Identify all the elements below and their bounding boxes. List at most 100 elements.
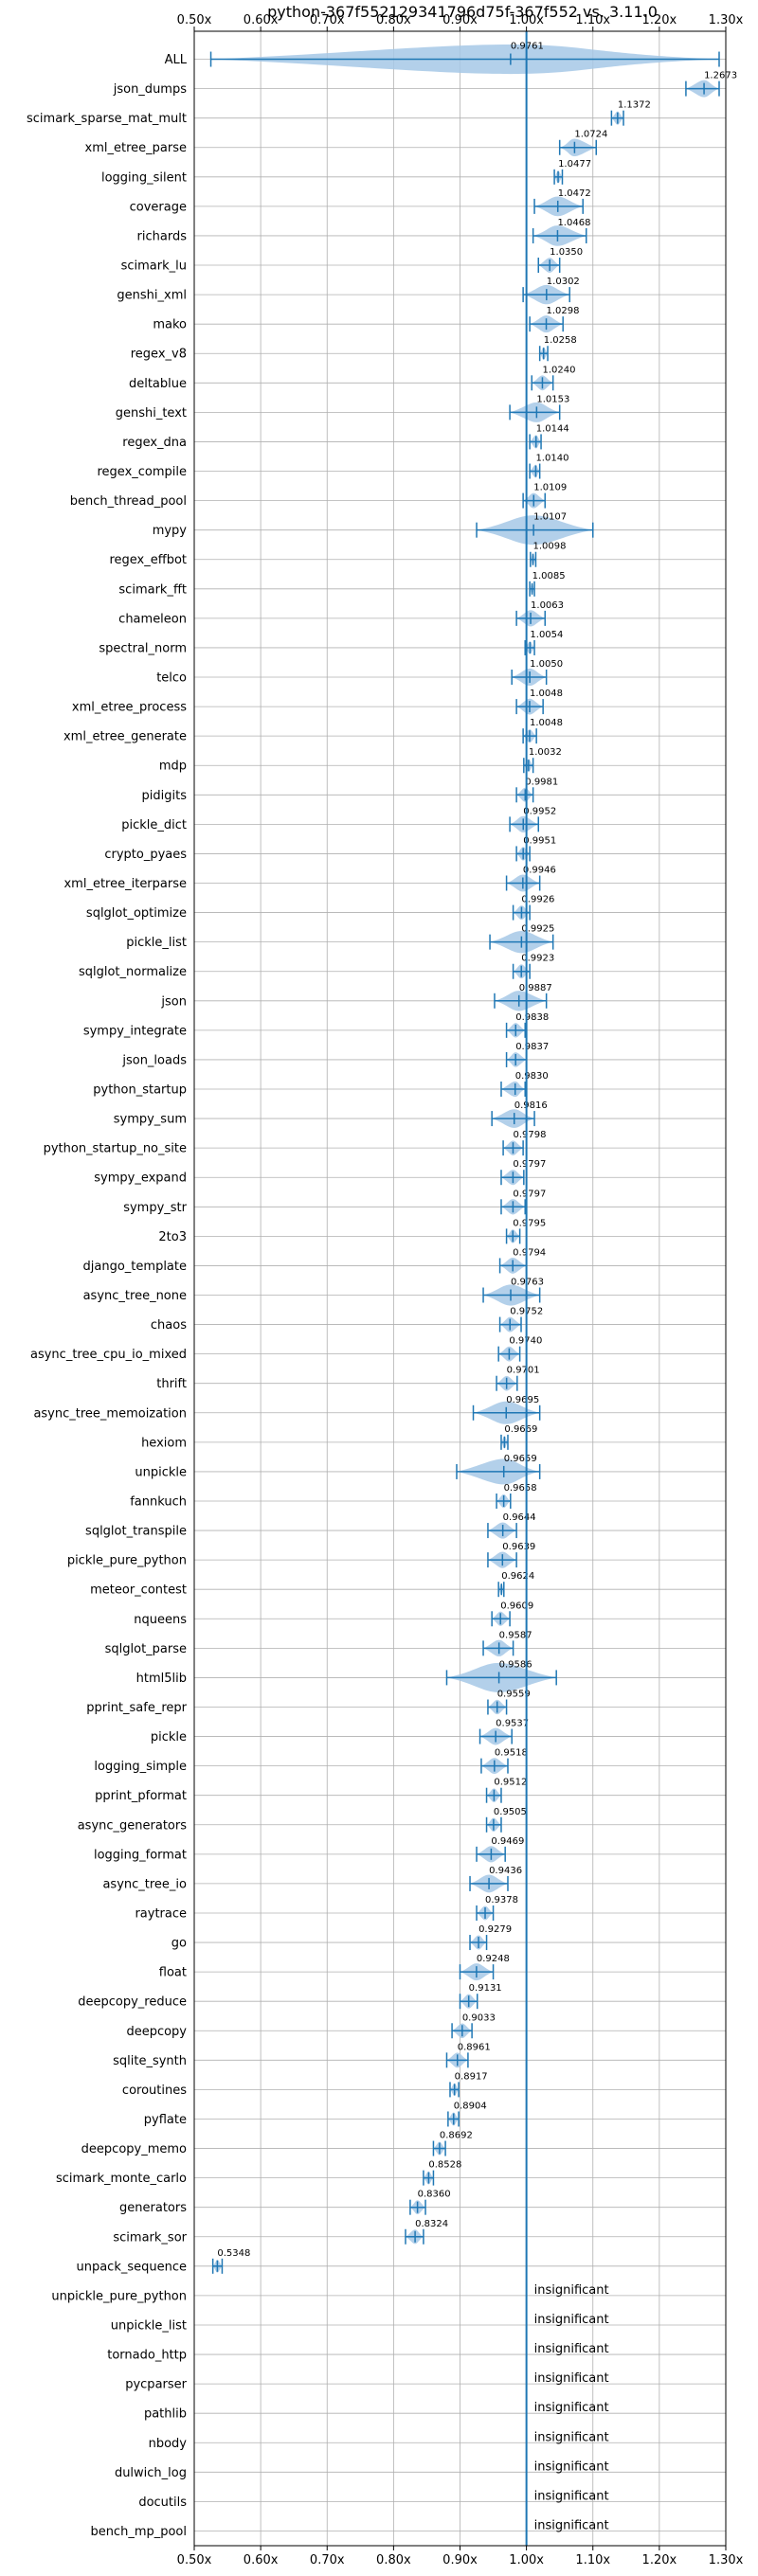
benchmark-row: docutils insignificant — [138, 2489, 608, 2510]
top-tick-label: 0.70x — [310, 13, 345, 27]
benchmark-row: unpickle_pure_python insignificant — [51, 2283, 608, 2304]
category-label: async_tree_io — [102, 1877, 187, 1891]
category-label: genshi_xml — [117, 289, 187, 303]
benchmark-row: python_startup_no_site 0.9798 — [44, 1130, 547, 1156]
category-label: coverage — [130, 200, 187, 214]
category-label: scimark_fft — [118, 582, 187, 597]
benchmark-row: go 0.9279 — [171, 1924, 512, 1951]
value-label: 0.9518 — [495, 1748, 528, 1759]
benchmark-row: deepcopy 0.9033 — [126, 2012, 495, 2039]
category-label: coroutines — [122, 2084, 187, 2098]
benchmark-row: bench_mp_pool insignificant — [90, 2518, 608, 2539]
value-label: 0.9695 — [506, 1395, 539, 1405]
benchmark-rows: ALL0.9761 json_dumps 1.2673 scimark_sparse_… — [27, 42, 737, 2539]
benchmark-row: async_tree_memoization 0.9695 — [33, 1395, 541, 1424]
category-label: scimark_lu — [121, 259, 187, 274]
benchmark-row: scimark_fft 1.0085 — [118, 571, 565, 598]
top-tick-label: 0.80x — [376, 13, 411, 27]
value-label: 0.9981 — [525, 777, 558, 787]
category-label: async_tree_memoization — [33, 1406, 187, 1421]
value-label: 1.0032 — [529, 747, 562, 758]
category-label: unpickle_list — [111, 2318, 187, 2333]
category-label: html5lib — [136, 1672, 187, 1686]
bottom-tick-label: 0.90x — [442, 2553, 478, 2567]
value-label: 0.9512 — [494, 1778, 527, 1788]
category-label: regex_effbot — [109, 553, 187, 567]
category-label: mypy — [153, 524, 188, 538]
value-label: 0.9926 — [521, 895, 554, 905]
category-label: xml_etree_process — [72, 701, 187, 715]
benchmark-row: xml_etree_iterparse 0.9946 — [63, 866, 556, 892]
benchmark-row: scimark_monte_carlo 0.8528 — [56, 2160, 461, 2187]
category-label: deepcopy_reduce — [78, 1995, 187, 2010]
benchmark-row: crypto_pyaes 0.9951 — [104, 835, 556, 862]
value-label: 1.0350 — [550, 247, 583, 258]
benchmark-row: sympy_str 0.9797 — [123, 1189, 546, 1215]
value-label: 0.8917 — [455, 2071, 488, 2082]
benchmark-row: scimark_sor 0.8324 — [113, 2219, 448, 2245]
value-label: 0.9436 — [489, 1866, 522, 1876]
benchmark-row: unpickle_list insignificant — [111, 2313, 609, 2334]
value-label: 0.9951 — [523, 835, 556, 846]
benchmark-row: richards 1.0468 — [137, 218, 590, 246]
value-label: 1.0477 — [558, 159, 591, 170]
category-label: unpickle — [135, 1465, 187, 1479]
benchmark-row: sympy_integrate 0.9838 — [83, 1012, 549, 1039]
benchmark-row: thrift 0.9701 — [156, 1366, 539, 1392]
value-label: 1.0144 — [536, 423, 569, 434]
value-label: 0.8324 — [415, 2219, 448, 2229]
value-label: 0.9816 — [514, 1100, 548, 1111]
value-label: 0.9925 — [521, 924, 554, 935]
value-label: 0.9248 — [477, 1954, 510, 1964]
value-label: 0.9798 — [513, 1130, 546, 1140]
category-label: pprint_safe_repr — [86, 1701, 187, 1715]
value-label: 0.9797 — [513, 1189, 546, 1199]
category-label: sympy_expand — [94, 1172, 187, 1186]
value-label: 0.9952 — [523, 806, 556, 816]
value-label: 0.9537 — [496, 1719, 529, 1729]
category-label: unpickle_pure_python — [51, 2289, 187, 2303]
category-label: mako — [153, 318, 187, 332]
bottom-tick-label: 0.60x — [244, 2553, 279, 2567]
benchmark-row: chaos0.9752 — [151, 1307, 543, 1333]
value-label: 0.8904 — [454, 2101, 487, 2111]
benchmark-row: pickle_pure_python 0.9639 — [67, 1542, 535, 1568]
benchmark-row: mdp 1.0032 — [159, 747, 562, 774]
benchmark-row: django_template 0.9794 — [83, 1247, 547, 1274]
benchmark-row: unpack_sequence 0.5348 — [76, 2248, 250, 2275]
category-label: xml_etree_parse — [85, 141, 187, 155]
value-label: 0.9131 — [469, 1983, 502, 1994]
top-tick-label: 1.10x — [575, 13, 610, 27]
category-label: scimark_sor — [113, 2230, 187, 2245]
chart-title: python-367f552129341796d75f-367f552 vs. … — [267, 3, 658, 21]
value-label: 0.9378 — [485, 1895, 518, 1905]
value-label: 1.0050 — [530, 659, 563, 670]
category-label: generators — [119, 2201, 187, 2215]
benchmark-row: deepcopy_memo 0.8692 — [81, 2131, 473, 2157]
category-label: python_startup — [93, 1083, 187, 1098]
category-label: hexiom — [141, 1436, 187, 1450]
benchmark-row: async_tree_cpu_io_mixed0.9740 — [30, 1336, 542, 1363]
benchmark-row: sqlglot_normalize 0.9923 — [79, 954, 554, 980]
category-label: pycparser — [125, 2378, 187, 2392]
value-label: 0.9795 — [513, 1218, 546, 1228]
value-label: 0.9505 — [494, 1807, 527, 1817]
benchmark-row: nqueens 0.9609 — [134, 1601, 533, 1627]
benchmark-row: regex_dna 1.0144 — [122, 423, 568, 450]
category-label: deltablue — [129, 377, 187, 391]
value-label: 1.0258 — [544, 335, 577, 346]
value-label: 0.9701 — [507, 1366, 540, 1376]
category-label: nbody — [149, 2437, 188, 2451]
category-label: json_loads — [121, 1053, 187, 1067]
category-label: sqlglot_parse — [105, 1642, 187, 1656]
benchmark-row: async_generators 0.9505 — [78, 1807, 527, 1834]
value-label: 0.9609 — [500, 1601, 533, 1611]
benchmark-row: pprint_safe_repr 0.9559 — [86, 1689, 530, 1715]
category-label: chaos — [151, 1318, 187, 1333]
value-label: 0.9946 — [523, 866, 556, 876]
category-label: float — [159, 1966, 187, 1980]
category-label: sqlglot_transpile — [85, 1525, 187, 1539]
category-label: tornado_http — [107, 2349, 187, 2363]
category-label: chameleon — [118, 612, 187, 626]
category-label: pprint_pformat — [95, 1789, 187, 1803]
